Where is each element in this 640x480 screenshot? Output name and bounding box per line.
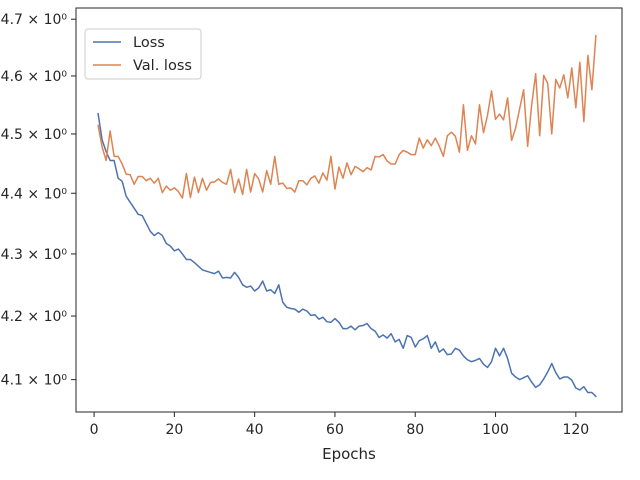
axes-border	[75, 7, 623, 413]
x-tick-label: 20	[165, 422, 183, 438]
series-layer	[97, 34, 597, 398]
legend: Loss Val. loss	[84, 28, 202, 80]
y-tick-label: 4.5 × 10⁰	[1, 127, 68, 143]
x-axis: 0 20 40 60 80 100 120	[90, 412, 589, 438]
y-tick-label: 4.7 × 10⁰	[1, 12, 68, 28]
x-tick-label: 40	[246, 422, 264, 438]
y-axis: 4.1 × 10⁰ 4.2 × 10⁰ 4.3 × 10⁰ 4.4 × 10⁰ 4.5 …	[1, 12, 76, 389]
y-tick-label: 4.3 × 10⁰	[1, 247, 68, 263]
series-line-val-loss	[97, 34, 597, 199]
series-line-loss	[97, 112, 597, 398]
y-tick-label: 4.4 × 10⁰	[1, 186, 68, 202]
y-tick-label: 4.2 × 10⁰	[1, 309, 68, 325]
plot-frame	[75, 7, 623, 413]
x-axis-label: Epochs	[322, 445, 376, 463]
x-tick-label: 0	[90, 422, 99, 438]
x-tick-label: 60	[326, 422, 344, 438]
x-tick-label: 120	[562, 422, 589, 438]
y-tick-label: 4.1 × 10⁰	[1, 373, 68, 389]
x-tick-label: 100	[482, 422, 509, 438]
x-tick-label: 80	[406, 422, 424, 438]
legend-label: Loss	[133, 35, 165, 51]
legend-label: Val. loss	[133, 58, 192, 74]
y-tick-label: 4.6 × 10⁰	[1, 69, 68, 85]
